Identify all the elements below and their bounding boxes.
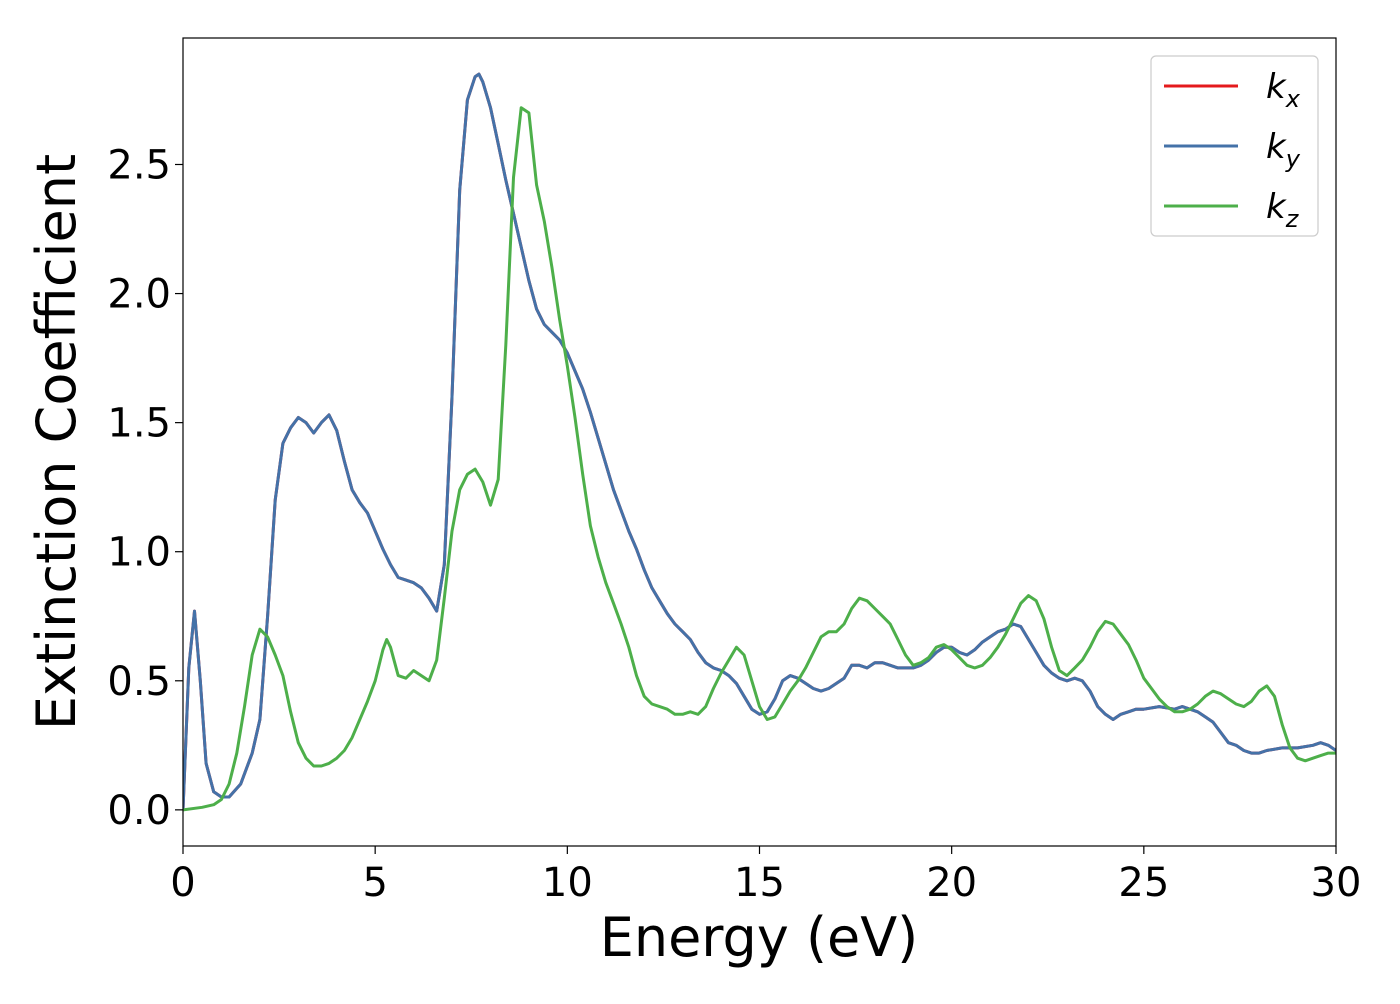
- x-tick-label: 0: [170, 860, 195, 906]
- y-tick-label: 0.0: [107, 788, 171, 834]
- y-tick-label: 1.0: [107, 530, 171, 576]
- legend: kx ky kz: [1150, 55, 1319, 237]
- legend-label-x: kx: [1266, 67, 1301, 113]
- x-tick-label: 10: [542, 860, 593, 906]
- x-tick-label: 5: [362, 860, 387, 906]
- plot-area: [183, 72, 1336, 812]
- y-tick-label: 2.0: [107, 272, 171, 318]
- legend-label-z: kz: [1266, 187, 1300, 233]
- axes: 0 5 10 15 20 25 30 0.0 0.5 1.0 1.5 2.0 2.5: [107, 37, 1362, 906]
- series-line-y: [183, 72, 1336, 810]
- series-line-z: [183, 106, 1336, 812]
- series-lines: [183, 72, 1336, 812]
- x-axis-title: Energy (eV): [600, 906, 919, 969]
- y-tick-label: 0.5: [107, 659, 171, 705]
- x-tick-label: 20: [926, 860, 977, 906]
- y-tick-label: 1.5: [107, 401, 171, 447]
- x-tick-label: 25: [1118, 860, 1169, 906]
- x-tick-label: 15: [734, 860, 785, 906]
- legend-label-y: ky: [1266, 127, 1301, 173]
- y-axis-title: Extinction Coefficient: [25, 154, 88, 730]
- x-tick-label: 30: [1311, 860, 1362, 906]
- y-tick-label: 2.5: [107, 142, 171, 188]
